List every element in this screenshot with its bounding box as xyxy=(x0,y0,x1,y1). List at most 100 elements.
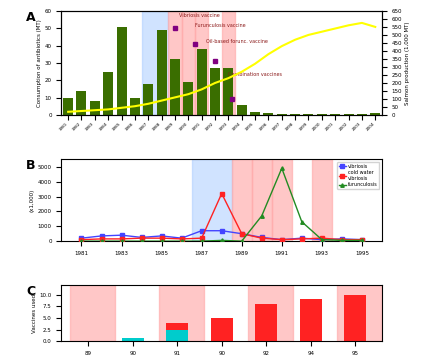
cold water
vibriosis xyxy=(99,237,104,241)
vibriosis xyxy=(119,233,124,237)
Text: Combination vaccines: Combination vaccines xyxy=(228,72,282,77)
Bar xyxy=(191,159,231,241)
Bar xyxy=(166,330,188,341)
cold water
vibriosis xyxy=(279,237,284,242)
Text: C: C xyxy=(26,285,35,298)
Bar xyxy=(231,159,251,241)
Bar xyxy=(63,98,73,115)
furunculosis xyxy=(339,238,344,242)
vibriosis xyxy=(138,235,144,240)
cold water
vibriosis xyxy=(358,237,364,242)
furunculosis xyxy=(358,238,364,242)
Bar xyxy=(299,299,321,341)
Bar xyxy=(196,49,206,115)
furunculosis xyxy=(299,220,304,224)
Bar xyxy=(103,72,113,115)
Y-axis label: Vaccines used: Vaccines used xyxy=(32,294,37,333)
Bar xyxy=(236,105,246,115)
Text: Oil-based forunc. vaccine: Oil-based forunc. vaccine xyxy=(205,38,267,44)
Bar xyxy=(248,285,292,341)
vibriosis xyxy=(279,237,284,242)
furunculosis xyxy=(179,239,184,243)
Bar xyxy=(311,159,331,241)
cold water
vibriosis xyxy=(179,237,184,241)
Bar xyxy=(159,285,203,341)
Bar xyxy=(170,60,180,115)
Bar xyxy=(209,68,219,115)
Bar xyxy=(141,11,168,115)
Bar xyxy=(166,323,188,330)
Bar xyxy=(343,114,353,115)
furunculosis xyxy=(159,239,164,243)
vibriosis xyxy=(358,237,364,242)
furunculosis xyxy=(239,239,244,243)
furunculosis xyxy=(138,239,144,243)
Bar xyxy=(143,84,153,115)
Bar xyxy=(183,82,193,115)
Bar xyxy=(221,11,234,115)
Bar xyxy=(156,30,166,115)
Y-axis label: Salmon production (1,000 MT): Salmon production (1,000 MT) xyxy=(404,21,409,105)
vibriosis xyxy=(239,232,244,236)
cold water
vibriosis xyxy=(239,232,244,236)
cold water
vibriosis xyxy=(339,237,344,242)
vibriosis xyxy=(198,229,204,233)
Bar xyxy=(251,159,271,241)
Text: Vibriosis vaccine: Vibriosis vaccine xyxy=(179,13,219,18)
vibriosis xyxy=(159,234,164,238)
Bar xyxy=(263,113,273,115)
Bar xyxy=(116,26,126,115)
Bar xyxy=(271,159,291,241)
furunculosis xyxy=(119,239,124,243)
Bar xyxy=(356,114,366,115)
vibriosis xyxy=(219,229,224,233)
Text: Furunculosis vaccine: Furunculosis vaccine xyxy=(194,23,245,28)
cold water
vibriosis xyxy=(318,236,324,240)
Text: A: A xyxy=(26,11,36,24)
Bar xyxy=(337,285,381,341)
Bar xyxy=(130,98,140,115)
Bar xyxy=(316,114,326,115)
Y-axis label: (x1,000): (x1,000) xyxy=(30,189,35,212)
Bar xyxy=(290,114,300,115)
cold water
vibriosis xyxy=(219,191,224,196)
Bar xyxy=(303,114,313,115)
vibriosis xyxy=(339,237,344,241)
cold water
vibriosis xyxy=(138,236,144,240)
Bar xyxy=(343,295,366,341)
Bar xyxy=(254,304,277,341)
furunculosis xyxy=(258,214,264,218)
cold water
vibriosis xyxy=(159,236,164,240)
vibriosis xyxy=(258,235,264,240)
Bar xyxy=(210,318,232,341)
Line: vibriosis: vibriosis xyxy=(80,229,363,241)
vibriosis xyxy=(79,236,84,240)
furunculosis xyxy=(318,237,324,242)
Bar xyxy=(194,11,208,115)
Bar xyxy=(276,114,286,115)
vibriosis xyxy=(99,234,104,238)
Line: furunculosis: furunculosis xyxy=(80,167,363,243)
Bar xyxy=(250,111,259,115)
Text: B: B xyxy=(26,159,35,172)
cold water
vibriosis xyxy=(79,237,84,242)
Bar xyxy=(70,285,115,341)
Bar xyxy=(181,11,194,115)
cold water
vibriosis xyxy=(198,236,204,240)
cold water
vibriosis xyxy=(119,237,124,241)
furunculosis xyxy=(79,239,84,243)
Bar xyxy=(329,114,339,115)
Bar xyxy=(369,113,379,115)
Bar xyxy=(121,338,144,341)
Y-axis label: Consumption of antibiotics (MT): Consumption of antibiotics (MT) xyxy=(37,19,42,107)
vibriosis xyxy=(299,236,304,240)
Legend: vibriosis, cold water
vibriosis, furunculosis: vibriosis, cold water vibriosis, furuncu… xyxy=(336,162,378,189)
vibriosis xyxy=(179,236,184,240)
cold water
vibriosis xyxy=(299,237,304,241)
Line: cold water
vibriosis: cold water vibriosis xyxy=(80,192,363,241)
furunculosis xyxy=(219,238,224,242)
furunculosis xyxy=(198,239,204,243)
Bar xyxy=(90,101,99,115)
cold water
vibriosis xyxy=(258,236,264,240)
Bar xyxy=(223,68,233,115)
